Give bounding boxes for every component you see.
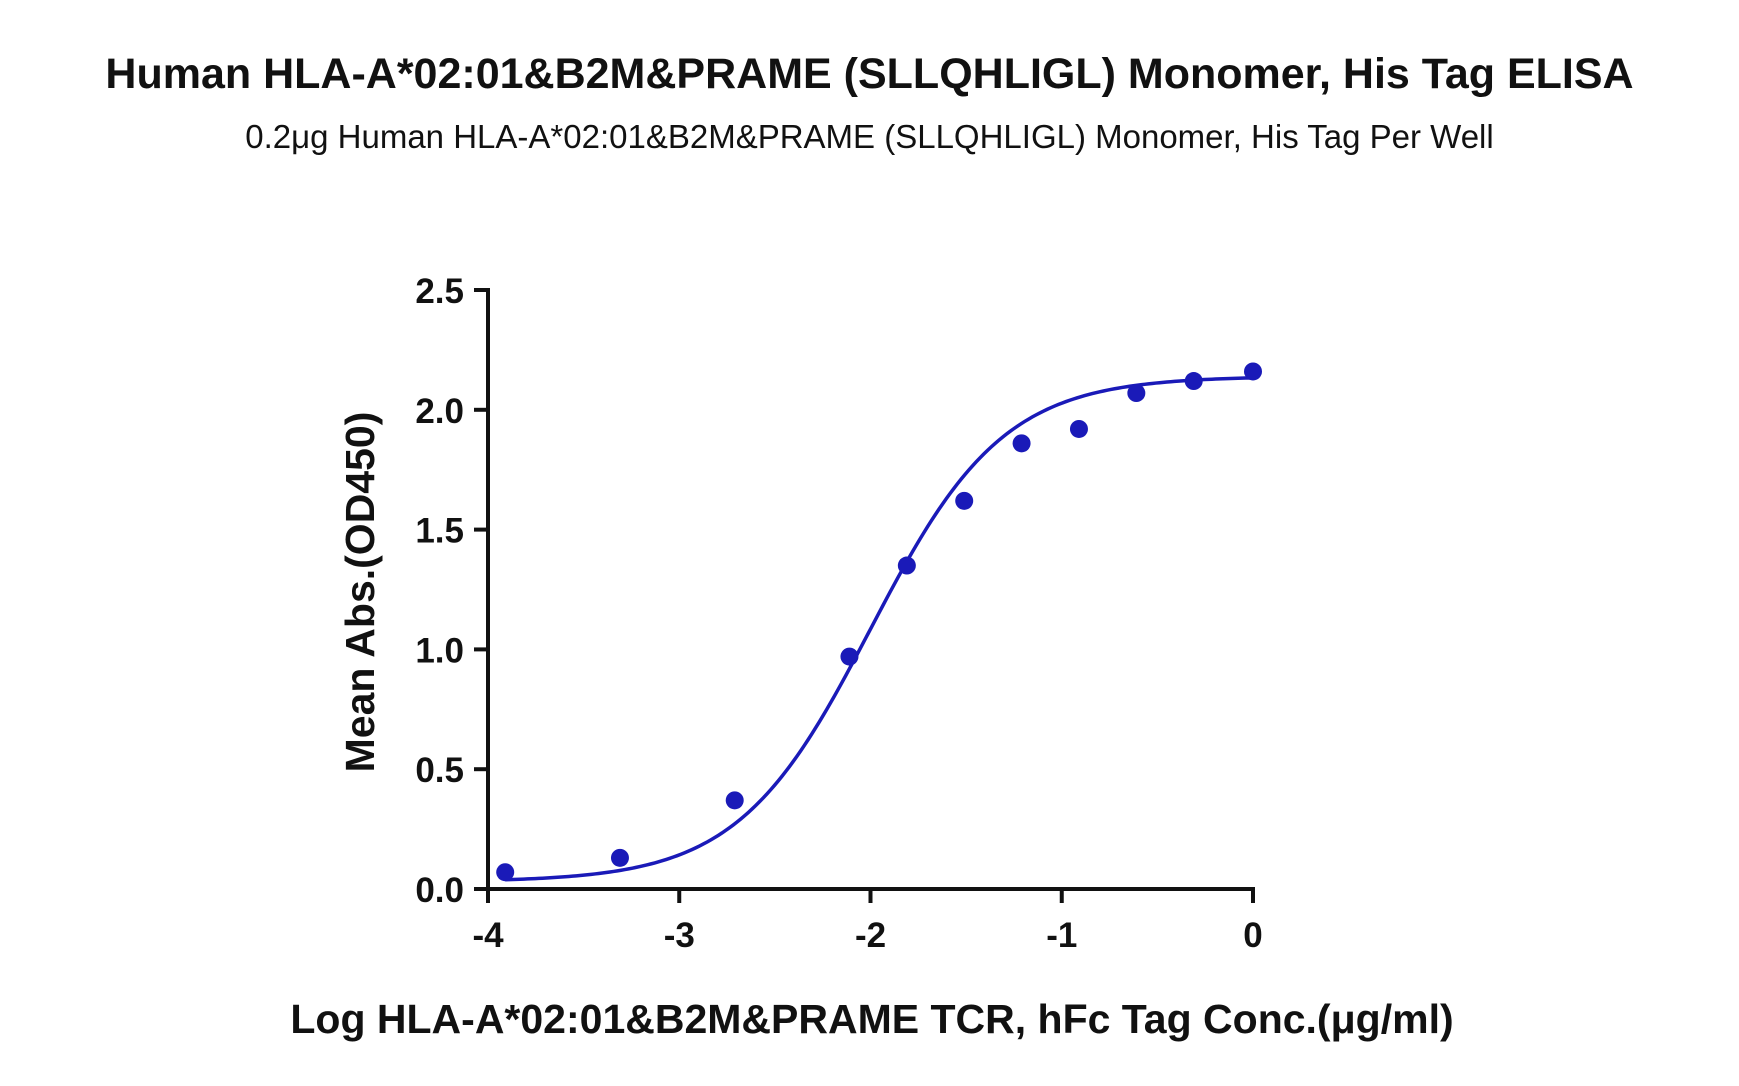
y-tick-label: 2.5 [415,272,464,311]
x-tick-label: -3 [664,916,695,955]
data-point [955,491,974,510]
data-point [1184,372,1203,391]
data-point [840,647,859,666]
y-tick-label: 2.0 [415,392,464,431]
fit-curve-layer [505,376,1254,882]
x-axis-label: Log HLA-A*02:01&B2M&PRAME TCR, hFc Tag C… [290,996,1453,1042]
data-points-layer [496,362,1262,882]
y-tick-label: 0.0 [415,871,464,910]
y-tick-label: 1.5 [415,512,464,551]
data-point [897,556,916,575]
chart-subtitle: 0.2μg Human HLA-A*02:01&B2M&PRAME (SLLQH… [245,118,1494,155]
axes: 0.0 0.5 1.0 1.5 2.0 2.5 -4 -3 -2 -1 0 [415,272,1262,955]
data-point [725,791,744,810]
x-tick-label: -1 [1046,916,1077,955]
y-tick-label: 1.0 [415,631,464,670]
chart-title: Human HLA-A*02:01&B2M&PRAME (SLLQHLIGL) … [105,50,1634,98]
data-point [1069,419,1088,438]
data-point [1127,384,1146,403]
fit-curve [505,376,1254,882]
y-tick-label: 0.5 [415,751,464,790]
x-tick-label: -2 [855,916,886,955]
x-tick-label: 0 [1243,916,1262,955]
data-point [610,848,629,867]
y-axis-label: Mean Abs.(OD450) [337,412,383,773]
data-point [1244,362,1262,381]
x-tick-label: -4 [472,916,504,955]
data-point [496,863,515,882]
data-point [1012,434,1031,453]
